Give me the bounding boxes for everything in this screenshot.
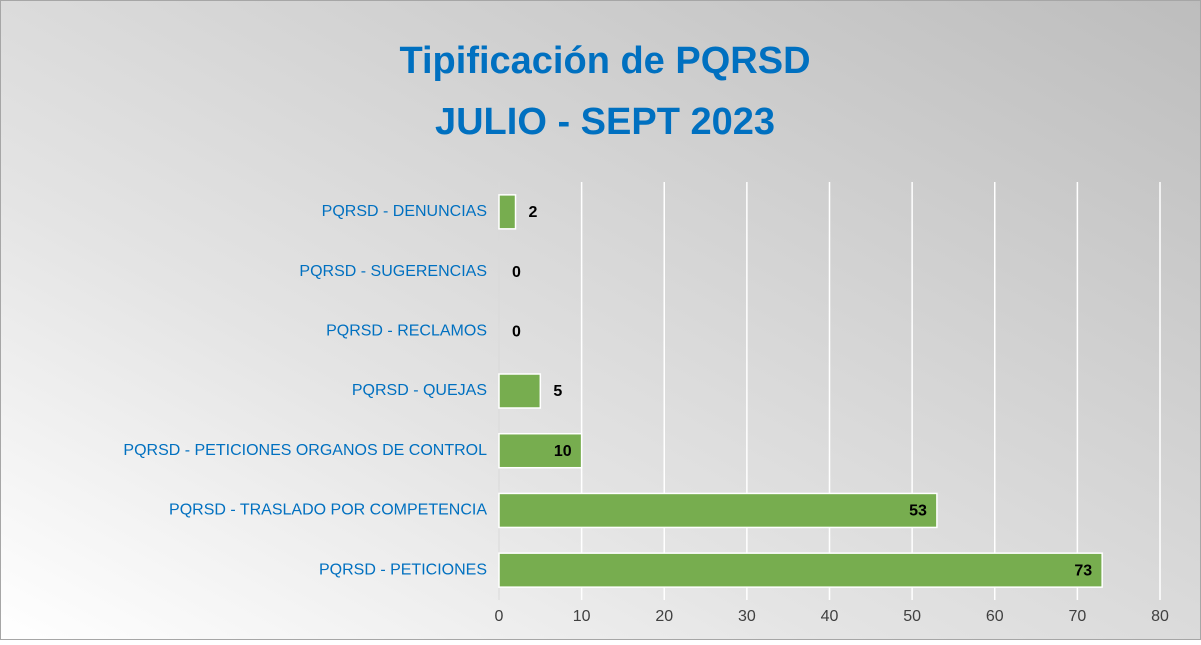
data-label: 0 [512,264,521,281]
bar [498,194,517,230]
x-tick-label: 30 [738,608,756,625]
bar [498,552,1103,588]
x-tick-label: 60 [986,608,1004,625]
y-tick-label: PQRSD - DENUNCIAS [322,203,487,220]
data-label: 0 [512,324,521,341]
y-tick-label: PQRSD - PETICIONES [319,561,487,578]
x-tick-label: 40 [821,608,839,625]
x-tick-label: 10 [573,608,591,625]
x-tick-label: 80 [1151,608,1169,625]
data-label: 5 [553,383,562,400]
bar [498,492,938,529]
y-tick-label: PQRSD - PETICIONES ORGANOS DE CONTROL [123,442,487,459]
data-label: 10 [554,443,572,460]
data-label: 2 [529,204,538,221]
x-tick-label: 20 [655,608,673,625]
bar [498,432,583,469]
x-tick-label: 70 [1068,608,1086,625]
y-tick-label: PQRSD - TRASLADO POR COMPETENCIA [169,502,487,519]
chart-subtitle: JULIO - SEPT 2023 [435,101,775,143]
x-tick-label: 0 [495,608,504,625]
bar [498,373,542,409]
chart-title: Tipificación de PQRSD [399,40,810,82]
y-tick-label: PQRSD - QUEJAS [352,382,487,399]
x-tick-label: 50 [903,608,921,625]
y-tick-label: PQRSD - RECLAMOS [326,323,487,340]
data-label: 73 [1074,562,1092,579]
data-label: 53 [909,503,927,520]
y-tick-label: PQRSD - SUGERENCIAS [299,263,487,280]
